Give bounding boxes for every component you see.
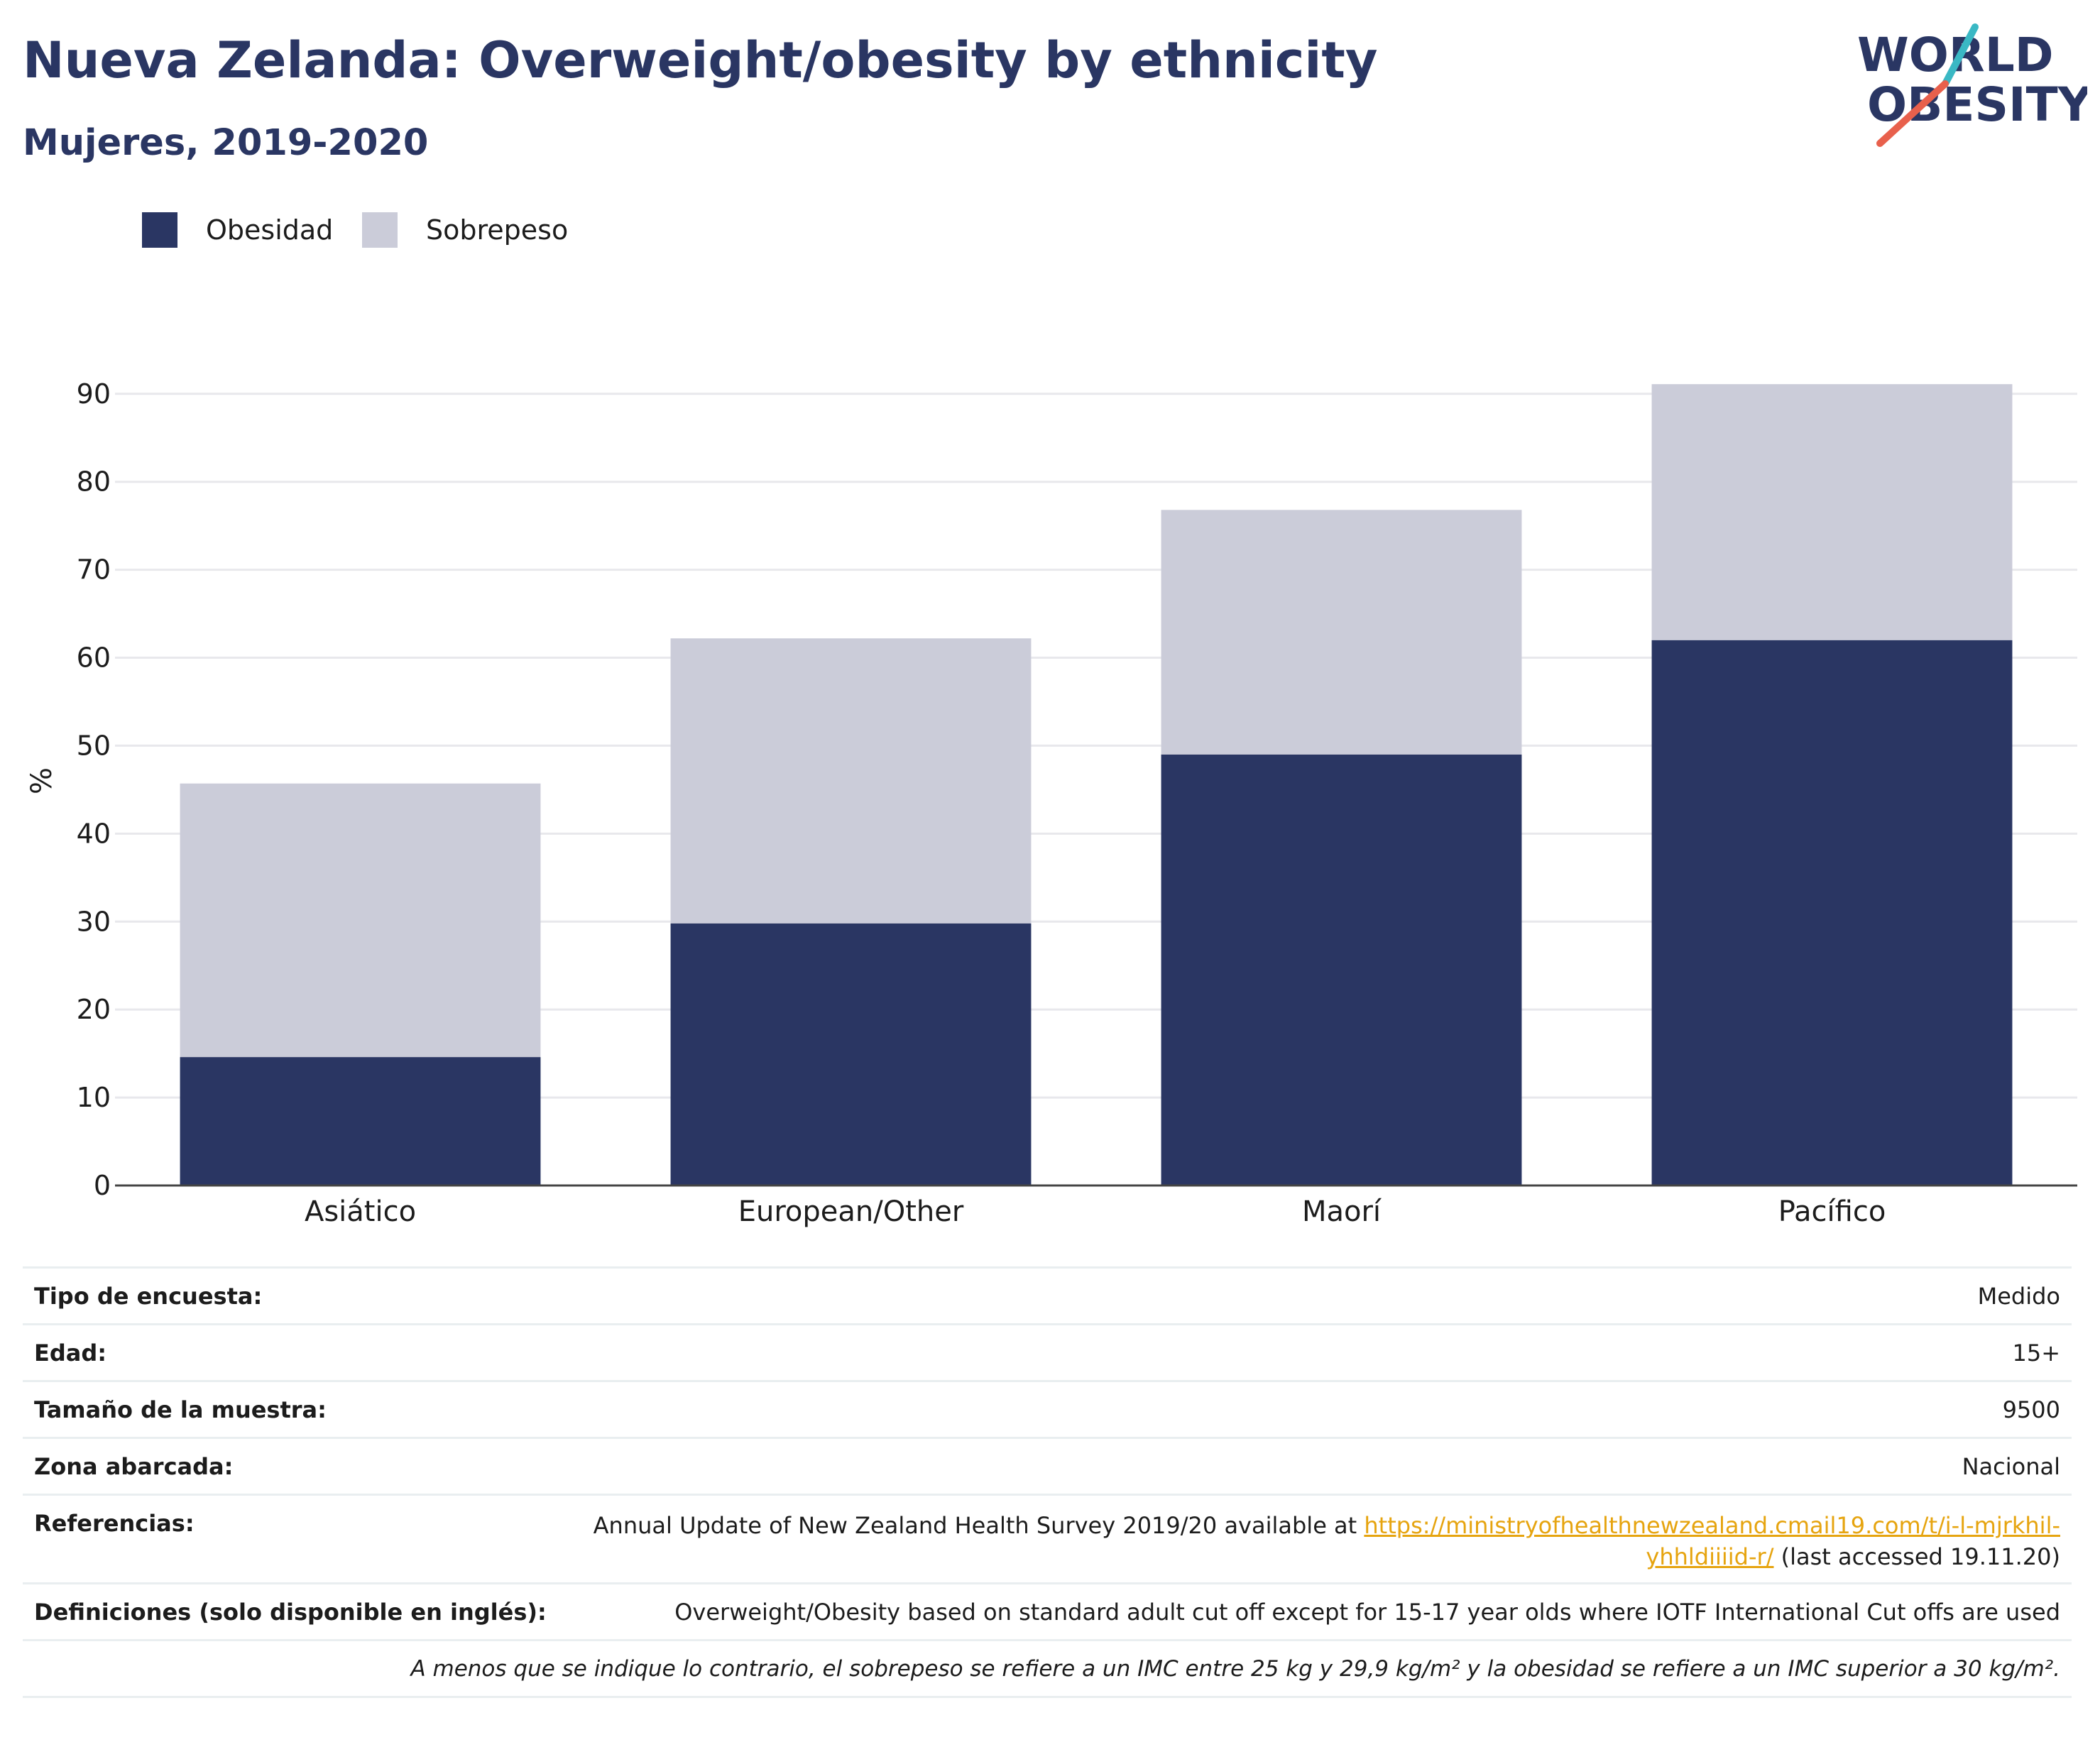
- bar-sobrepeso-3: [1651, 384, 2013, 640]
- info-key-definitions: Definiciones (solo disponible en inglés)…: [34, 1598, 547, 1626]
- logo-slash-teal: [1942, 23, 1979, 87]
- info-table: Tipo de encuesta: Medido Edad: 15+ Tamañ…: [23, 1266, 2072, 1698]
- y-tick-label: 10: [77, 1082, 111, 1113]
- world-obesity-logo: WORLD OBESITY: [1857, 23, 2087, 147]
- legend-label-obesidad: Obesidad: [206, 214, 334, 246]
- bar-sobrepeso-0: [180, 783, 541, 1058]
- info-row-age: Edad: 15+: [23, 1325, 2072, 1382]
- info-row-definitions: Definiciones (solo disponible en inglés)…: [23, 1584, 2072, 1641]
- info-row-survey-type: Tipo de encuesta: Medido: [23, 1269, 2072, 1325]
- stacked-bar-chart: 0 10 20 30 40 50 60 70 80 90% Asiático European/Oth…: [26, 378, 2077, 1228]
- bar-sobrepeso-1: [670, 638, 1032, 924]
- y-tick-label: 30: [77, 906, 111, 937]
- x-tick-label: Asiático: [305, 1195, 416, 1228]
- bar-obesidad-0: [180, 1057, 541, 1185]
- info-key-age: Edad:: [34, 1339, 107, 1367]
- legend-label-sobrepeso: Sobrepeso: [426, 214, 569, 246]
- logo-slash-red: [1876, 80, 1949, 147]
- bar-obesidad-3: [1651, 640, 2013, 1185]
- bar-sobrepeso-2: [1161, 510, 1522, 755]
- legend-item-obesidad: Obesidad: [142, 210, 333, 250]
- reference-accessed: (last accessed 19.11.20): [1773, 1543, 2060, 1570]
- info-row-area: Zona abarcada: Nacional: [23, 1439, 2072, 1496]
- x-tick-label: Pacífico: [1778, 1195, 1886, 1228]
- y-tick-label: 50: [77, 730, 111, 761]
- y-tick-label: 80: [77, 466, 111, 498]
- info-value-references: Annual Update of New Zealand Health Surv…: [584, 1510, 2060, 1572]
- bar-obesidad-2: [1161, 754, 1522, 1185]
- chart-subtitle: Mujeres, 2019-2020: [23, 122, 429, 164]
- legend-swatch-obesidad: [142, 212, 177, 248]
- bmi-note: A menos que se indique lo contrario, el …: [410, 1655, 2060, 1682]
- reference-link[interactable]: https://ministryofhealthnewzealand.cmail…: [1364, 1512, 2060, 1570]
- info-key-area: Zona abarcada:: [34, 1452, 234, 1480]
- y-tick-label: 90: [77, 378, 111, 410]
- y-tick-label: 0: [94, 1170, 111, 1201]
- info-value-age: 15+: [2012, 1339, 2060, 1367]
- x-tick-label: Maorí: [1302, 1195, 1382, 1228]
- info-row-sample-size: Tamaño de la muestra: 9500: [23, 1382, 2072, 1439]
- info-key-sample-size: Tamaño de la muestra:: [34, 1396, 327, 1423]
- logo-line-1: WORLD: [1857, 28, 2054, 82]
- info-row-references: Referencias: Annual Update of New Zealan…: [23, 1496, 2072, 1584]
- y-tick-label: 20: [77, 994, 111, 1025]
- bar-obesidad-1: [670, 923, 1032, 1185]
- info-row-note: A menos que se indique lo contrario, el …: [23, 1641, 2072, 1698]
- reference-text: Annual Update of New Zealand Health Surv…: [593, 1512, 1365, 1539]
- y-tick-label: 40: [77, 818, 111, 849]
- info-value-survey-type: Medido: [1977, 1282, 2060, 1310]
- y-axis-title: %: [26, 767, 58, 794]
- y-tick-label: 60: [77, 642, 111, 674]
- info-value-definitions: Overweight/Obesity based on standard adu…: [674, 1598, 2060, 1626]
- y-tick-label: 70: [77, 554, 111, 586]
- info-value-sample-size: 9500: [2002, 1396, 2060, 1423]
- chart-title: Nueva Zelanda: Overweight/obesity by eth…: [23, 31, 1378, 89]
- legend-item-sobrepeso: Sobrepeso: [362, 210, 568, 250]
- x-tick-label: European/Other: [738, 1195, 964, 1228]
- info-value-area: Nacional: [1962, 1452, 2060, 1480]
- info-key-references: Referencias:: [34, 1510, 195, 1537]
- info-key-survey-type: Tipo de encuesta:: [34, 1282, 263, 1310]
- legend-swatch-sobrepeso: [362, 212, 398, 248]
